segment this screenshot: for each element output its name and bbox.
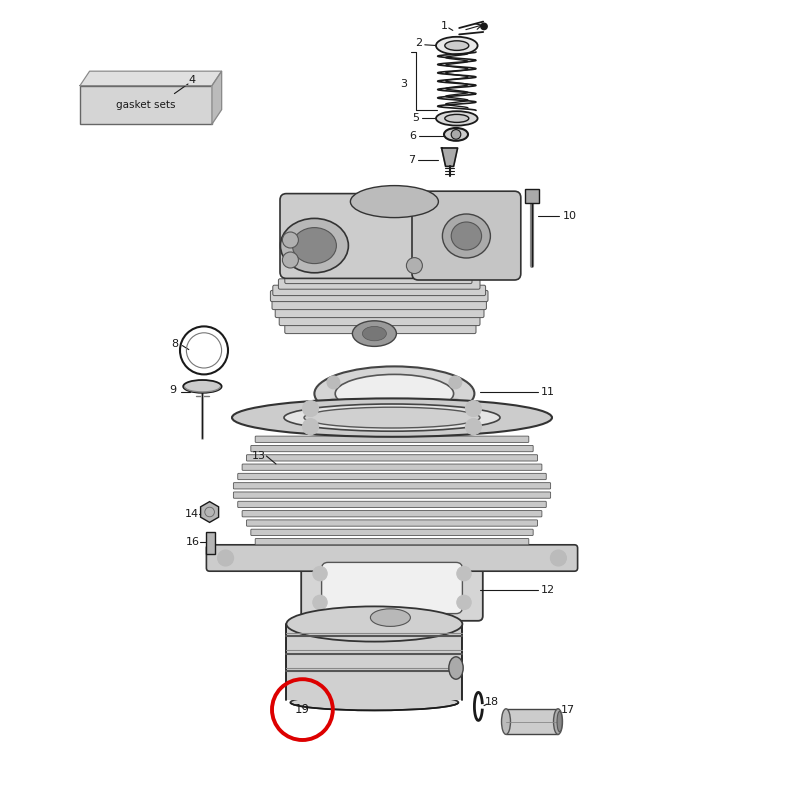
Ellipse shape bbox=[451, 222, 482, 250]
Circle shape bbox=[302, 418, 318, 434]
FancyBboxPatch shape bbox=[412, 191, 521, 280]
Ellipse shape bbox=[557, 711, 562, 732]
FancyBboxPatch shape bbox=[255, 436, 529, 442]
Text: 12: 12 bbox=[541, 586, 555, 595]
FancyBboxPatch shape bbox=[246, 520, 538, 526]
FancyBboxPatch shape bbox=[279, 314, 480, 326]
Ellipse shape bbox=[554, 709, 562, 734]
Text: 6: 6 bbox=[410, 131, 416, 141]
Bar bbox=[506, 709, 558, 734]
FancyBboxPatch shape bbox=[280, 194, 493, 278]
FancyBboxPatch shape bbox=[246, 454, 538, 461]
Text: 4: 4 bbox=[189, 75, 195, 85]
Ellipse shape bbox=[445, 41, 469, 50]
Text: 2: 2 bbox=[415, 38, 422, 48]
FancyBboxPatch shape bbox=[238, 474, 546, 480]
Text: 11: 11 bbox=[541, 387, 555, 397]
FancyBboxPatch shape bbox=[272, 298, 486, 310]
FancyBboxPatch shape bbox=[251, 529, 533, 535]
Circle shape bbox=[457, 566, 471, 581]
Ellipse shape bbox=[442, 214, 490, 258]
FancyBboxPatch shape bbox=[234, 492, 550, 498]
FancyBboxPatch shape bbox=[242, 464, 542, 470]
FancyBboxPatch shape bbox=[242, 510, 542, 517]
Circle shape bbox=[327, 376, 340, 389]
Circle shape bbox=[313, 566, 327, 581]
Text: 18: 18 bbox=[485, 698, 499, 707]
Bar bbox=[525, 189, 539, 203]
Ellipse shape bbox=[502, 709, 510, 734]
Circle shape bbox=[451, 130, 461, 139]
FancyBboxPatch shape bbox=[275, 306, 484, 318]
Ellipse shape bbox=[286, 606, 462, 642]
Text: 14: 14 bbox=[185, 509, 199, 518]
FancyBboxPatch shape bbox=[273, 285, 486, 295]
FancyBboxPatch shape bbox=[238, 502, 546, 507]
Ellipse shape bbox=[280, 218, 349, 273]
Polygon shape bbox=[442, 148, 458, 166]
Ellipse shape bbox=[304, 407, 480, 428]
Ellipse shape bbox=[314, 366, 474, 421]
Bar bbox=[206, 532, 215, 554]
Polygon shape bbox=[201, 502, 218, 522]
FancyBboxPatch shape bbox=[278, 278, 480, 289]
Circle shape bbox=[282, 252, 298, 268]
Text: 3: 3 bbox=[401, 79, 407, 89]
Circle shape bbox=[282, 232, 298, 248]
Ellipse shape bbox=[445, 114, 469, 122]
FancyBboxPatch shape bbox=[206, 545, 578, 571]
Polygon shape bbox=[212, 71, 222, 124]
Circle shape bbox=[218, 550, 234, 566]
Ellipse shape bbox=[436, 37, 478, 54]
Circle shape bbox=[302, 401, 318, 417]
Ellipse shape bbox=[350, 186, 438, 218]
Ellipse shape bbox=[444, 128, 468, 141]
Circle shape bbox=[406, 258, 422, 274]
Ellipse shape bbox=[284, 404, 500, 431]
FancyBboxPatch shape bbox=[285, 322, 476, 334]
Ellipse shape bbox=[335, 374, 454, 413]
Circle shape bbox=[466, 418, 482, 434]
FancyBboxPatch shape bbox=[286, 628, 462, 700]
Ellipse shape bbox=[293, 227, 336, 264]
Circle shape bbox=[550, 550, 566, 566]
FancyBboxPatch shape bbox=[301, 555, 483, 621]
Circle shape bbox=[313, 595, 327, 610]
Ellipse shape bbox=[183, 380, 222, 393]
Ellipse shape bbox=[290, 694, 458, 710]
FancyBboxPatch shape bbox=[251, 446, 533, 452]
Text: 8: 8 bbox=[171, 339, 178, 349]
Circle shape bbox=[327, 398, 340, 411]
Text: 5: 5 bbox=[413, 114, 419, 123]
Text: 9: 9 bbox=[170, 386, 176, 395]
FancyBboxPatch shape bbox=[234, 482, 550, 489]
Text: 19: 19 bbox=[295, 703, 310, 716]
FancyBboxPatch shape bbox=[255, 538, 529, 545]
Bar bbox=[80, 86, 212, 124]
Text: gasket sets: gasket sets bbox=[116, 100, 176, 110]
Circle shape bbox=[466, 401, 482, 417]
Ellipse shape bbox=[352, 321, 397, 346]
FancyBboxPatch shape bbox=[293, 269, 464, 278]
Ellipse shape bbox=[232, 398, 552, 437]
Circle shape bbox=[457, 595, 471, 610]
FancyBboxPatch shape bbox=[285, 273, 472, 283]
Text: 13: 13 bbox=[251, 451, 266, 461]
FancyBboxPatch shape bbox=[270, 290, 488, 302]
Text: 7: 7 bbox=[408, 155, 414, 165]
Text: 16: 16 bbox=[186, 538, 200, 547]
Text: 1: 1 bbox=[441, 21, 447, 30]
Ellipse shape bbox=[370, 609, 410, 626]
Ellipse shape bbox=[449, 657, 463, 679]
Circle shape bbox=[449, 376, 462, 389]
Circle shape bbox=[481, 23, 487, 30]
Text: 17: 17 bbox=[561, 706, 575, 715]
Circle shape bbox=[449, 398, 462, 411]
Ellipse shape bbox=[362, 326, 386, 341]
Polygon shape bbox=[80, 71, 222, 86]
FancyBboxPatch shape bbox=[322, 562, 462, 614]
Ellipse shape bbox=[436, 111, 478, 126]
Text: 10: 10 bbox=[562, 211, 577, 221]
